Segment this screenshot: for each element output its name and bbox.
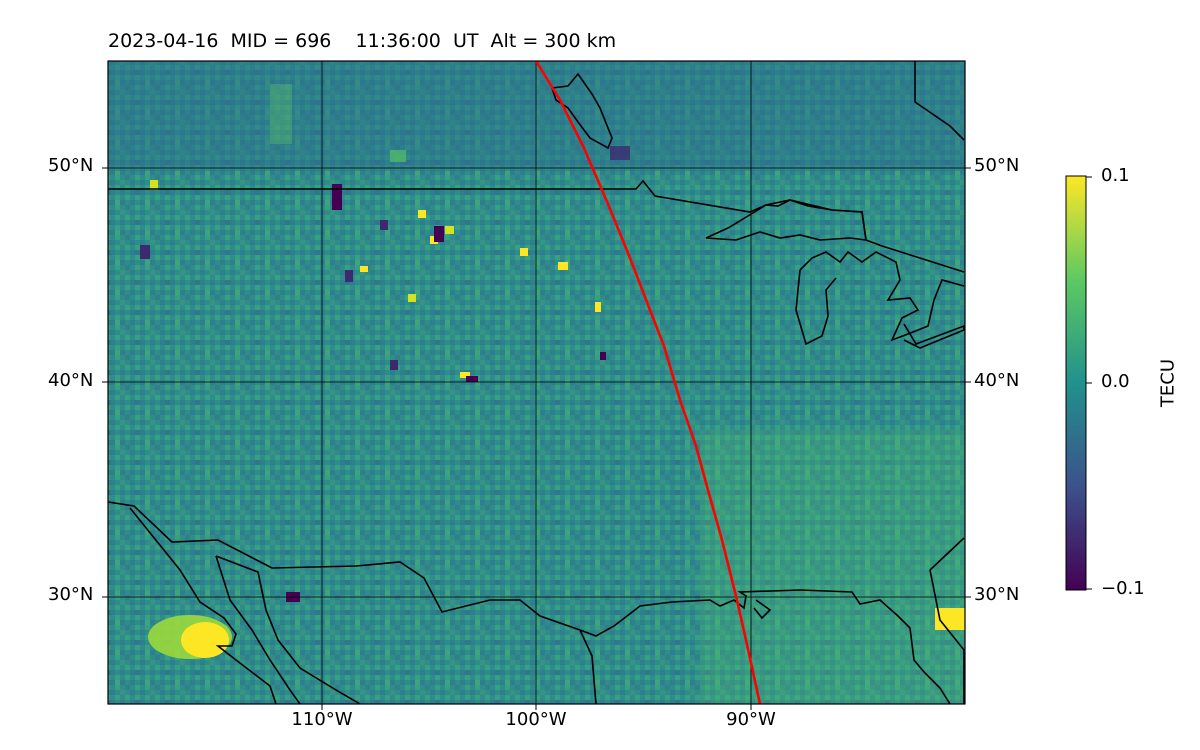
texas-river-border bbox=[579, 629, 597, 704]
satellite-track bbox=[534, 61, 762, 704]
colorbar-title: TECU bbox=[1157, 358, 1179, 408]
map-title: 2023-04-16 MID = 696 11:36:00 UT Alt = 3… bbox=[108, 30, 617, 52]
mississippi-delta bbox=[753, 599, 772, 620]
hudson-bay-east-coast bbox=[914, 61, 965, 141]
axis-ticks bbox=[102, 167, 971, 710]
colorbar-min-label: −0.1 bbox=[1101, 578, 1145, 599]
lon-label-90w: 90°W bbox=[726, 709, 776, 730]
gulf-coast bbox=[108, 501, 951, 704]
lat-label-30n-left: 30°N bbox=[48, 584, 94, 605]
gridlines bbox=[108, 61, 965, 704]
lake-michigan-west bbox=[795, 269, 837, 346]
colorbar-max-label: 0.1 bbox=[1101, 165, 1130, 186]
florida-coast bbox=[929, 537, 965, 571]
tec-field bbox=[108, 61, 965, 704]
florida-south bbox=[929, 569, 965, 704]
gulf-of-california bbox=[215, 555, 301, 704]
lat-label-40n-right: 40°N bbox=[974, 370, 1020, 391]
lat-label-40n-left: 40°N bbox=[48, 370, 94, 391]
lake-erie bbox=[903, 323, 965, 349]
mexico-west-coast bbox=[129, 507, 277, 704]
coastlines bbox=[108, 61, 965, 704]
hudson-bay-coast bbox=[550, 72, 613, 150]
lat-label-30n-right: 30°N bbox=[974, 584, 1020, 605]
lake-michigan bbox=[799, 250, 965, 342]
lon-label-110w: 110°W bbox=[291, 709, 353, 730]
lake-superior bbox=[705, 199, 867, 241]
lat-label-50n-right: 50°N bbox=[974, 155, 1020, 176]
lat-label-50n-left: 50°N bbox=[48, 155, 94, 176]
colorbar-mid-label: 0.0 bbox=[1101, 371, 1130, 392]
baja-peninsula bbox=[215, 555, 361, 704]
colorbar bbox=[1065, 175, 1087, 591]
colorbar-ticks bbox=[1086, 176, 1092, 590]
lon-label-100w: 100°W bbox=[505, 709, 567, 730]
